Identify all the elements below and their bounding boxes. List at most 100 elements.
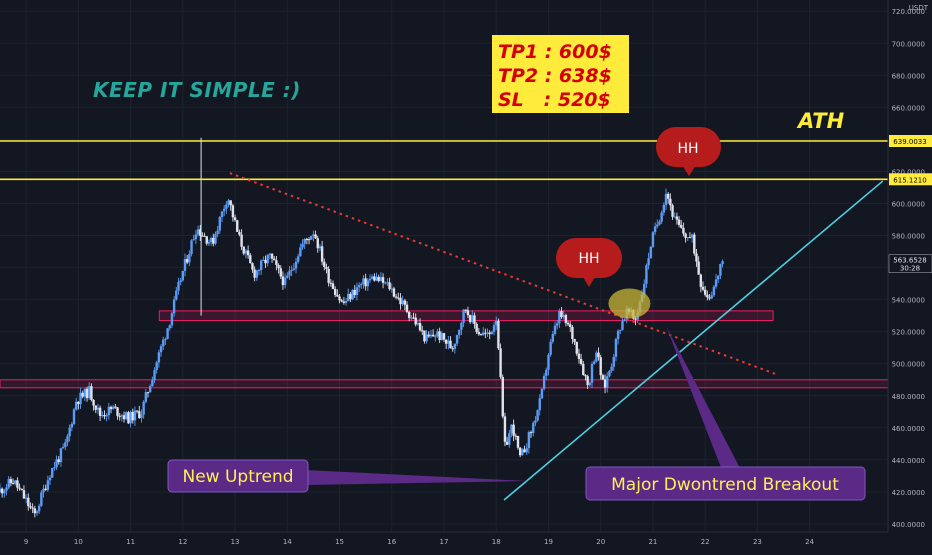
candle-body: [33, 508, 37, 514]
price-tick-label: 420.0000: [892, 489, 925, 497]
target-2: TP2 : 638$: [498, 65, 612, 87]
candle-body: [107, 406, 111, 416]
hh-label-left: HH: [578, 251, 599, 267]
target-1: TP1 : 600$: [498, 41, 612, 63]
price-tick-label: 660.0000: [892, 104, 925, 112]
candle-body: [40, 492, 43, 506]
candle-body: [551, 334, 555, 342]
breakout-box: [585, 466, 866, 501]
candle-body: [253, 269, 256, 278]
candle-body: [499, 348, 502, 378]
support-zone-lower: [0, 379, 889, 389]
candle-body: [701, 286, 705, 290]
candle-body: [266, 254, 269, 264]
breakout-callout: Major Dwontrend Breakout: [585, 326, 866, 501]
candle-body: [81, 392, 84, 397]
candle-body: [542, 375, 546, 389]
candle-body: [333, 288, 337, 295]
candle-body: [582, 364, 585, 376]
candle-body: [96, 407, 100, 410]
candle-body: [312, 234, 315, 236]
candle-body: [209, 237, 213, 242]
candle-body: [538, 398, 541, 411]
candle-body: [70, 423, 74, 428]
candle-body: [649, 246, 652, 259]
candle-body: [490, 331, 494, 335]
candle-body: [669, 198, 672, 206]
candle-body: [466, 310, 470, 316]
breakout-circle: [608, 288, 651, 319]
candle-body: [510, 424, 513, 434]
new-uptrend-callout: New Uptrend: [167, 459, 528, 493]
candle-body: [658, 221, 661, 225]
time-tick-label: 10: [74, 538, 83, 546]
candle-body: [375, 276, 378, 281]
candle-body: [677, 219, 681, 225]
candle-body: [481, 332, 485, 336]
time-tick-label: 21: [648, 538, 657, 546]
candle-body: [177, 282, 180, 291]
candle-body: [129, 411, 132, 424]
candle-body: [231, 205, 235, 218]
candle-body: [680, 224, 683, 228]
level-price-tag-1: [889, 173, 932, 186]
candle-body: [368, 278, 372, 281]
candle-body: [249, 255, 252, 264]
breakout-text: Major Dwontrend Breakout: [611, 475, 839, 495]
candle-body: [662, 204, 666, 213]
candle-body: [7, 479, 10, 488]
candle-body: [37, 505, 41, 512]
candle-body: [575, 341, 578, 354]
candle-body: [431, 334, 435, 337]
candle-body: [299, 247, 302, 257]
candle-body: [259, 260, 263, 271]
candle-body: [51, 468, 54, 478]
price-axis[interactable]: USDT 720.0000700.0000680.0000660.0000640…: [887, 0, 932, 532]
candle-body: [72, 409, 76, 424]
candle-body: [29, 506, 32, 508]
candle-body: [74, 401, 78, 410]
candle-body: [606, 376, 609, 388]
candle-body: [373, 276, 376, 281]
candle-body: [218, 217, 222, 231]
candle-body: [508, 433, 511, 445]
level-price-tag-0: [889, 135, 932, 148]
headline-text: KEEP IT SIMPLE :): [93, 78, 301, 102]
price-tick-label: 520.0000: [892, 329, 925, 337]
price-tick-label: 620.0000: [892, 168, 925, 176]
candle-body: [690, 234, 694, 238]
time-axis[interactable]: 9 10 11 12 13 14 15 16 17 18 19 20 21 22 23 24: [0, 531, 932, 550]
candle-body: [355, 287, 359, 296]
candle-body: [105, 415, 108, 417]
candle-body: [157, 352, 161, 363]
candle-body: [475, 323, 478, 332]
candle-body: [151, 380, 154, 387]
candle-body: [9, 479, 13, 484]
candle-body: [170, 313, 174, 326]
candle-body: [118, 415, 121, 417]
time-tick-label: 22: [701, 538, 710, 546]
candle-body: [586, 376, 589, 386]
candle-body: [35, 511, 39, 514]
candle-body: [597, 352, 600, 358]
candle-body: [671, 205, 674, 217]
candle-body: [225, 204, 228, 209]
candle-body: [207, 241, 211, 244]
candle-body: [449, 340, 452, 349]
candle-body: [294, 261, 298, 269]
candle-body: [292, 268, 296, 270]
candle-body: [717, 275, 720, 280]
candle-body: [199, 229, 202, 236]
candle-body: [647, 258, 650, 266]
price-tick-label: 480.0000: [892, 393, 925, 401]
level-price-label-0: 639.0033: [893, 138, 926, 146]
candle-body: [521, 449, 524, 456]
candle-body: [577, 353, 581, 359]
candle-body: [603, 379, 607, 388]
candle-body: [410, 317, 413, 319]
candle-body: [525, 448, 528, 453]
time-tick-label: 11: [126, 538, 135, 546]
